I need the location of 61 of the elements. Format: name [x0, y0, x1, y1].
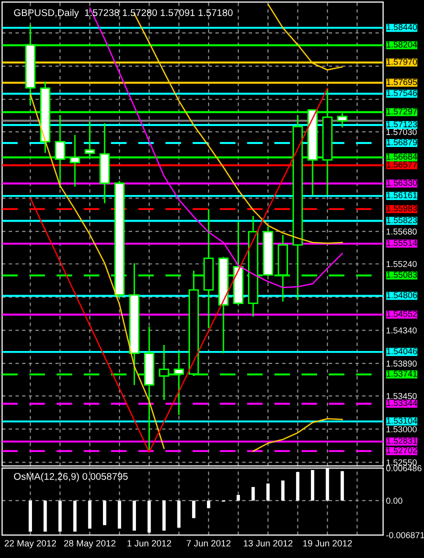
bar — [102, 500, 106, 526]
ref-line-label: 1.54046 — [386, 348, 417, 354]
ref-line-label: 1.54806 — [386, 292, 417, 298]
x-tick-label: 13 Jun 2012 — [244, 540, 292, 547]
ref-line-label: 1.58440 — [386, 24, 417, 30]
y-tick-label: 1.53890 — [386, 360, 417, 367]
ref-line-label: 1.54552 — [386, 310, 417, 317]
x-tick-label: 7 Jun 2012 — [186, 540, 230, 547]
ref-line-label: 1.55983 — [386, 205, 417, 212]
chart-title: OsMA(12,26,9) 0.0058795 — [14, 472, 128, 482]
bar — [28, 500, 32, 532]
y-tick-label: 1.57030 — [386, 128, 417, 136]
ref-line-label: 1.55823 — [386, 217, 417, 224]
bar — [266, 484, 270, 501]
y-tick-label: 1.55240 — [386, 260, 417, 268]
bar — [206, 500, 210, 508]
ref-line-label: 1.56161 — [386, 192, 417, 198]
ref-line-label: 1.57970 — [386, 58, 417, 65]
ref-line-label: 1.55083 — [386, 272, 417, 278]
y-tick-label: 1.55680 — [386, 228, 417, 235]
bar — [44, 500, 47, 532]
x-tick-label: 1 Jun 2012 — [128, 540, 172, 547]
ref-line-label: 1.57546 — [386, 90, 417, 96]
bar — [58, 500, 62, 532]
x-tick-label: 22 May 2012 — [4, 540, 56, 548]
bar — [162, 500, 166, 531]
ref-line-label: 1.57695 — [386, 78, 417, 86]
ref-line-label: 1.52702 — [386, 447, 417, 454]
y-tick-label: 1.52550 — [386, 459, 417, 466]
ref-line-label: 1.57297 — [386, 108, 417, 114]
ref-line-label: 1.53344 — [386, 400, 418, 406]
bar — [236, 495, 240, 501]
bar — [177, 500, 181, 528]
ref-line-label: 1.57123 — [386, 121, 417, 128]
y-tick-label: 1.53450 — [386, 393, 417, 400]
y-tick-label: 1.53000 — [386, 426, 417, 432]
ref-line-label: 1.55514 — [386, 240, 418, 246]
bar — [192, 500, 196, 518]
ref-line-label: 1.53741 — [386, 370, 417, 377]
y-tick-label: -0.006871 — [386, 532, 424, 538]
x-tick-label: 19 Jun 2012 — [303, 540, 352, 547]
bar — [148, 500, 151, 533]
x-tick-label: 28 May 2012 — [64, 540, 116, 548]
ref-line-label: 1.56577 — [386, 161, 417, 168]
bar — [340, 471, 344, 501]
y-tick-label: 0.006486 — [386, 465, 422, 472]
y-tick-label: 0.00 — [386, 498, 402, 504]
bar — [118, 500, 122, 529]
ref-line-label: 1.56879 — [386, 139, 417, 146]
bar — [132, 500, 136, 531]
ref-line-label: 1.53104 — [386, 418, 418, 424]
ref-line-label: 1.56330 — [386, 180, 417, 186]
ref-line-label: 1.52831 — [386, 438, 417, 444]
bar — [281, 480, 284, 501]
y-tick-label: 1.54340 — [386, 327, 417, 334]
ref-line-label: 1.56684 — [386, 154, 418, 160]
bar — [88, 500, 92, 529]
bar — [73, 500, 77, 532]
ref-line-label: 1.58204 — [386, 41, 418, 48]
bar — [252, 487, 255, 501]
bar — [296, 472, 300, 501]
